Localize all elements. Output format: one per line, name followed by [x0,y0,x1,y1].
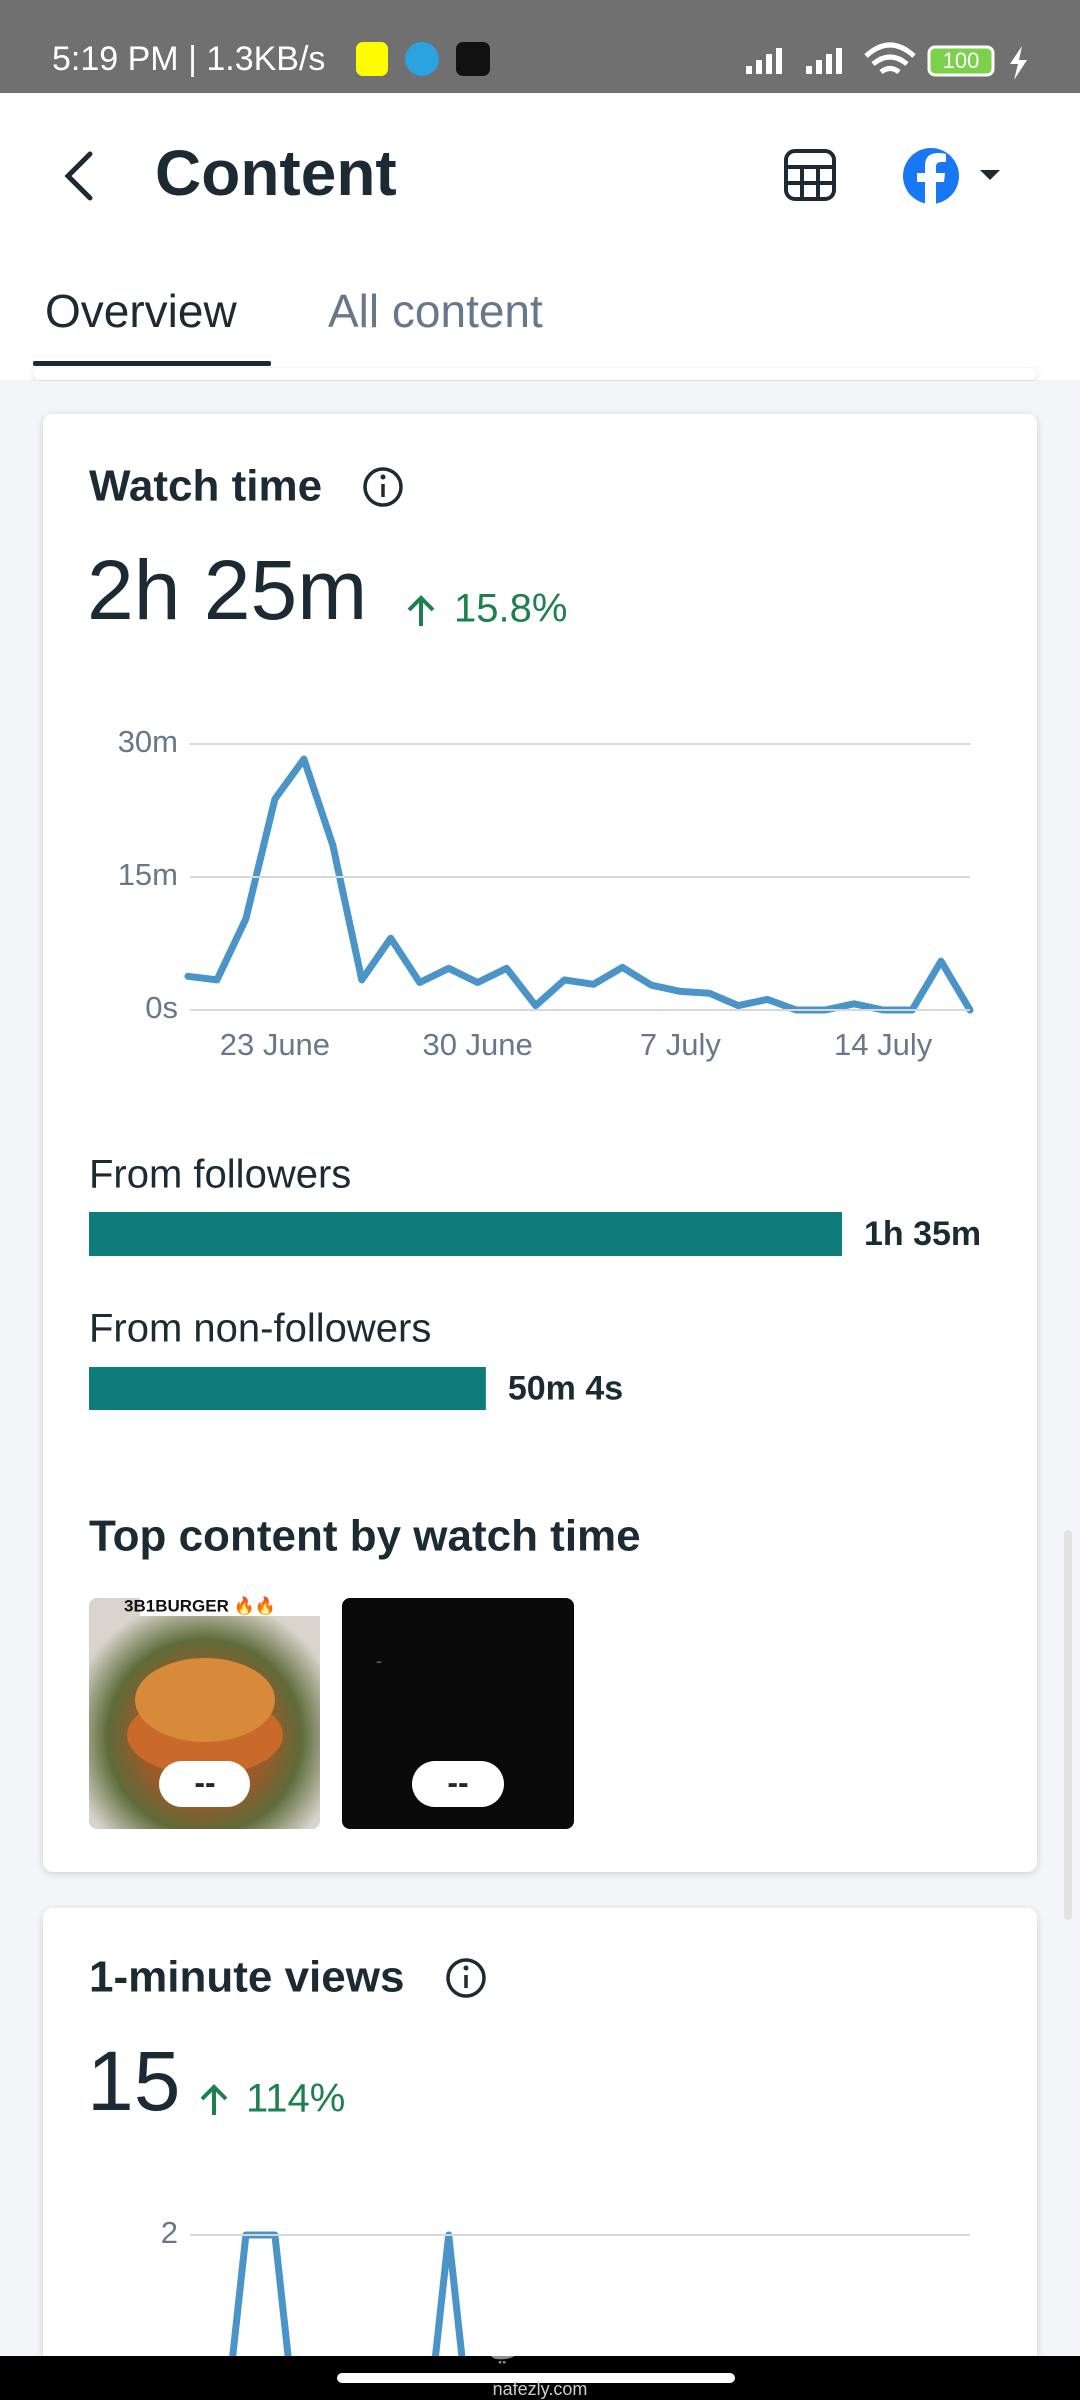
x-tick-label: 14 July [834,1027,933,1062]
up-arrow [200,2084,228,2115]
header-title: Content [155,137,397,209]
bar-label: From non-followers [89,1307,431,1351]
wifi-icon [864,42,916,75]
header [0,93,1080,380]
data-line [184,755,974,1014]
battery-icon [927,45,995,77]
bar [89,1212,842,1256]
bar-value-label: 1h 35m [864,1215,981,1253]
tab-overview[interactable]: Overview [45,285,237,337]
thumbnail-value: -- [447,1764,468,1800]
y-tick-label: 30m [118,724,178,759]
battery-level: 100 [943,48,980,73]
charging-icon [1010,46,1027,80]
y-tick-label: 2 [161,2215,178,2250]
y-tick-label: 0s [145,990,178,1025]
up-arrow [407,595,435,626]
one-minute-views-card [43,1908,1037,2400]
snapchat-icon [356,42,388,76]
bar-value-label: 50m 4s [508,1369,623,1407]
change-value: 15.8% [454,587,567,631]
y-tick-label: 15m [118,857,178,892]
status-time: 5:19 PM | 1.3KB/s [52,40,325,78]
bar [89,1367,486,1410]
section-title: Top content by watch time [89,1512,641,1561]
table-button[interactable] [784,149,836,201]
tab-indicator [33,361,271,366]
bar-label: From followers [89,1153,351,1197]
total-value: 2h 25m [87,543,367,637]
watermark-url: nafezly.com [493,2379,588,2399]
scrollbar [1064,1530,1072,1920]
charts: 0s 15m 30m 23 June 30 June 7 July 14 July 1h 35… [89,724,981,2356]
line-chart [184,755,974,1014]
telegram-icon [405,42,439,76]
tab-all-content[interactable]: All content [328,285,543,337]
card-title: 1-minute views [89,1953,404,2002]
x-icon [456,42,490,76]
back-button[interactable] [64,151,93,201]
content-thumbnail[interactable]: 3B1BURGER 🔥🔥 -- [89,1595,320,1829]
thumbnail-caption: - [376,1651,382,1671]
info-icon[interactable] [446,1958,486,1998]
x-tick-label: 7 July [640,1027,721,1062]
account-switcher[interactable] [903,148,1000,204]
home-indicator [337,2373,735,2383]
card-title: Watch time [89,462,322,511]
watermark: نفذلي [488,2325,592,2364]
thumbnail-caption: 3B1BURGER 🔥🔥 [124,1595,276,1615]
total-value: 15 [87,2034,180,2128]
x-tick-label: 23 June [220,1027,330,1062]
signal-icons [746,48,842,74]
x-tick-label: 30 June [422,1027,532,1062]
change-value: 114% [246,2077,345,2121]
content-thumbnail[interactable]: - -- [342,1598,574,1829]
info-icon[interactable] [363,467,403,507]
previous-card-edge [34,368,1036,380]
thumbnail-value: -- [194,1764,215,1800]
